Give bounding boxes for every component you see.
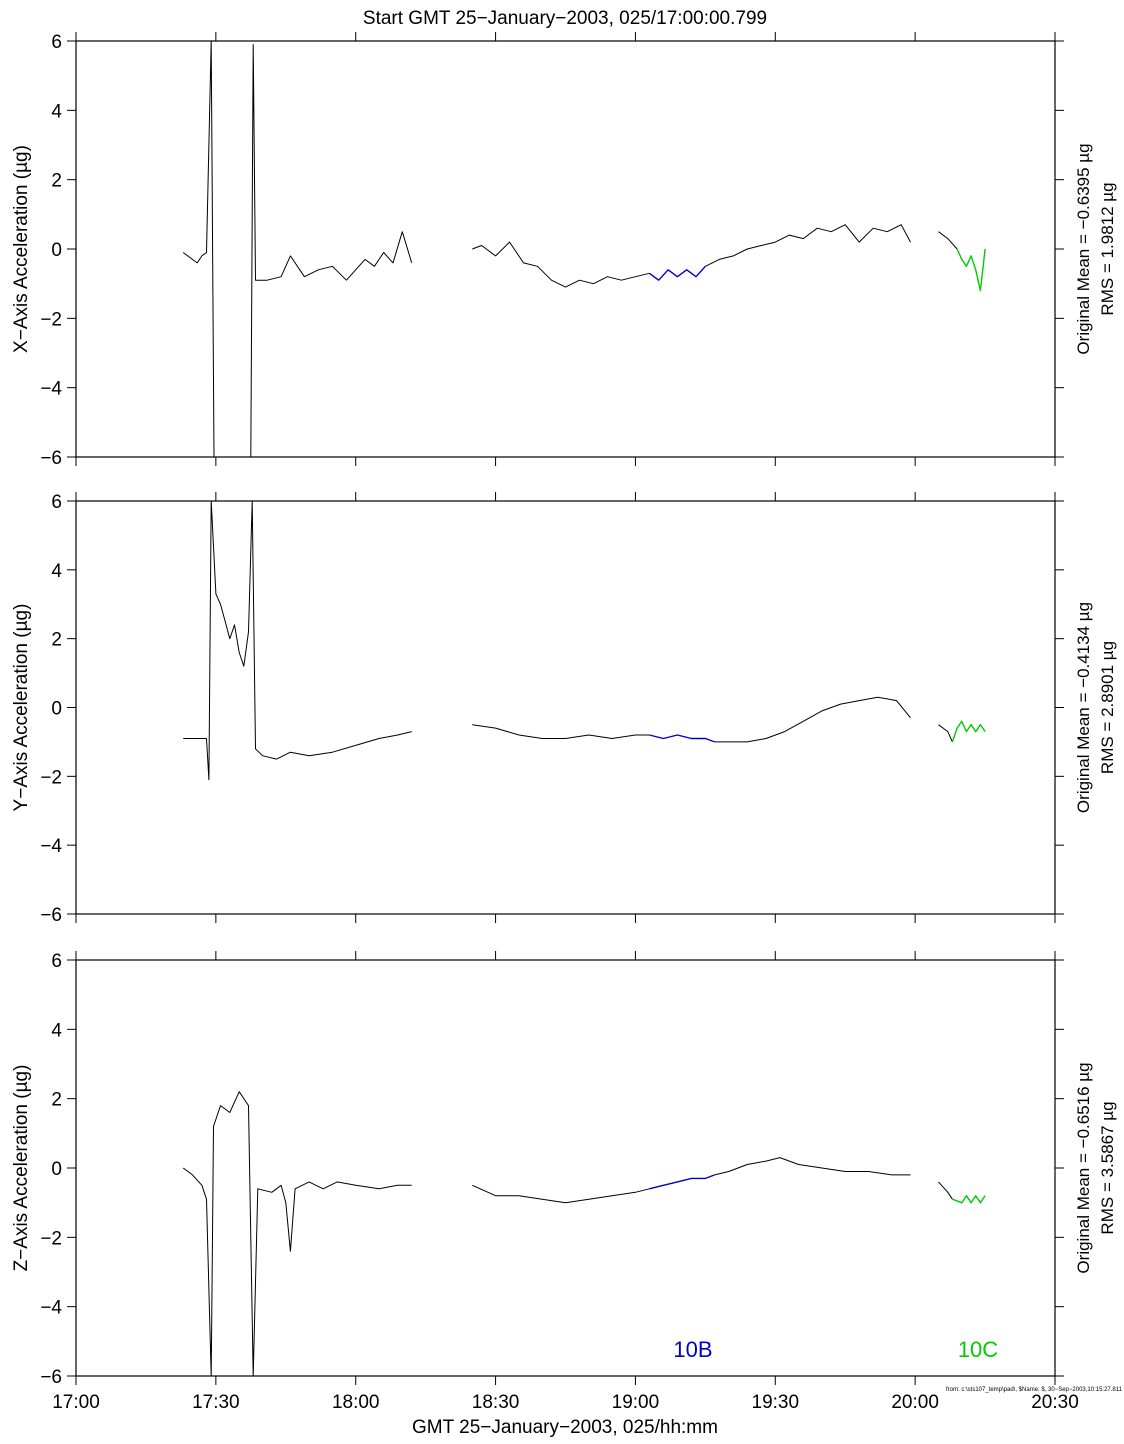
y-tick-label: 2 [51, 630, 62, 651]
x-tick-label: 17:00 [52, 1392, 100, 1413]
y-tick-label: 4 [51, 1020, 62, 1041]
series-line-black [714, 696, 911, 743]
x-tick-label: 19:30 [752, 1392, 800, 1413]
x-tick-label: 17:30 [192, 1392, 240, 1413]
series-line-blue [649, 1174, 715, 1190]
y-tick-label: 4 [51, 561, 62, 582]
mean-label: Original Mean = −0.6516 µg [1074, 1062, 1093, 1273]
y-tick-label: 0 [51, 1159, 62, 1180]
series-line-black [938, 1181, 953, 1200]
y-tick-label: −4 [40, 836, 62, 857]
series-line-green [956, 248, 986, 292]
series-line-green [951, 720, 986, 743]
x-tick-label: 18:30 [472, 1392, 520, 1413]
series-group [182, 41, 986, 457]
plot-frame [75, 959, 1056, 1377]
x-tick-label: 19:00 [612, 1392, 660, 1413]
segment-label-10b: 10B [673, 1337, 712, 1362]
series-line-black [472, 724, 650, 739]
plot-frame [75, 40, 1056, 458]
y-tick-label: 6 [51, 32, 62, 53]
y-tick-label: 2 [51, 171, 62, 192]
series-line-black [714, 1157, 911, 1176]
series-line-green [952, 1194, 986, 1204]
panel-2: −6 −4 −2 0 2 4 6 Y−Axis Acceleration (µg) Origin… [11, 492, 1117, 926]
series-line-black [938, 724, 953, 743]
x-tick-label: 20:30 [1031, 1392, 1079, 1413]
panel-3: −6 −4 −2 0 2 4 6 17:00 17:30 18:00 18:30 19:00 19:30… [11, 951, 1117, 1413]
footer-note: from: c:\sts107_temp\pad\, $Name: $, 30−… [946, 1387, 1123, 1393]
y-axis-label: Y−Axis Acceleration (µg) [11, 604, 32, 812]
y-tick-label: 6 [51, 951, 62, 972]
rms-label: RMS = 3.5867 µg [1098, 1101, 1117, 1234]
chart-title: Start GMT 25−January−2003, 025/17:00:00.… [363, 8, 767, 29]
y-tick-label: −2 [40, 309, 62, 330]
y-tick-label: −6 [40, 448, 62, 469]
y-axis-label: X−Axis Acceleration (µg) [11, 145, 32, 353]
mean-label: Original Mean = −0.6395 µg [1074, 143, 1093, 354]
series-line-black [705, 224, 911, 267]
series-line-blue [648, 265, 706, 281]
y-tick-label: 2 [51, 1090, 62, 1111]
series-line-blue [649, 734, 715, 743]
y-tick-label: 0 [51, 240, 62, 261]
y-tick-label: −2 [40, 767, 62, 788]
x-tick-label: 18:00 [332, 1392, 380, 1413]
y-tick-label: 4 [51, 101, 62, 122]
mean-label: Original Mean = −0.4134 µg [1074, 602, 1093, 813]
series-line-black [182, 1091, 412, 1376]
segment-label-10c: 10C [958, 1337, 998, 1362]
y-tick-label: 0 [51, 699, 62, 720]
series-line-black [183, 501, 412, 781]
y-tick-label: −2 [40, 1228, 62, 1249]
y-tick-label: −6 [40, 1367, 62, 1388]
series-group [182, 1091, 986, 1376]
series-line-black [938, 231, 958, 250]
y-tick-label: −4 [40, 379, 62, 400]
x-axis-label: GMT 25−January−2003, 025/hh:mm [412, 1417, 718, 1438]
y-tick-label: 6 [51, 492, 62, 513]
series-line-black [472, 241, 650, 288]
series-line-black [182, 41, 413, 457]
y-tick-label: −4 [40, 1298, 62, 1319]
x-tick-label: 20:00 [891, 1392, 939, 1413]
y-axis-label: Z−Axis Acceleration (µg) [11, 1065, 32, 1272]
series-group [183, 501, 986, 781]
plot-frame [75, 500, 1056, 915]
panel-1: −6 −4 −2 0 2 4 6 X−Axis Acceleration (µg) Origin… [11, 32, 1117, 469]
series-line-black [472, 1184, 650, 1204]
rms-label: RMS = 2.8901 µg [1098, 641, 1117, 774]
rms-label: RMS = 1.9812 µg [1098, 182, 1117, 315]
y-tick-label: −6 [40, 905, 62, 926]
